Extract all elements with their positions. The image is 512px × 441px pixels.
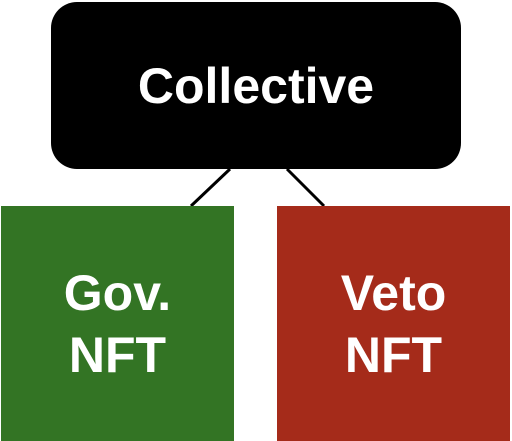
collective-node: Collective [51,2,461,169]
gov-nft-node: Gov. NFT [1,206,234,441]
connector-root-to-veto-nft [285,167,326,208]
veto-nft-label-line1: Veto [340,264,447,321]
gov-nft-label-line1: Gov. [63,264,172,321]
collective-label: Collective [137,57,375,114]
veto-nft-label-line2: NFT [344,326,443,383]
connector-root-to-gov-nft [189,167,232,208]
veto-nft-node: Veto NFT [277,206,510,441]
gov-nft-label-line2: NFT [68,326,167,383]
